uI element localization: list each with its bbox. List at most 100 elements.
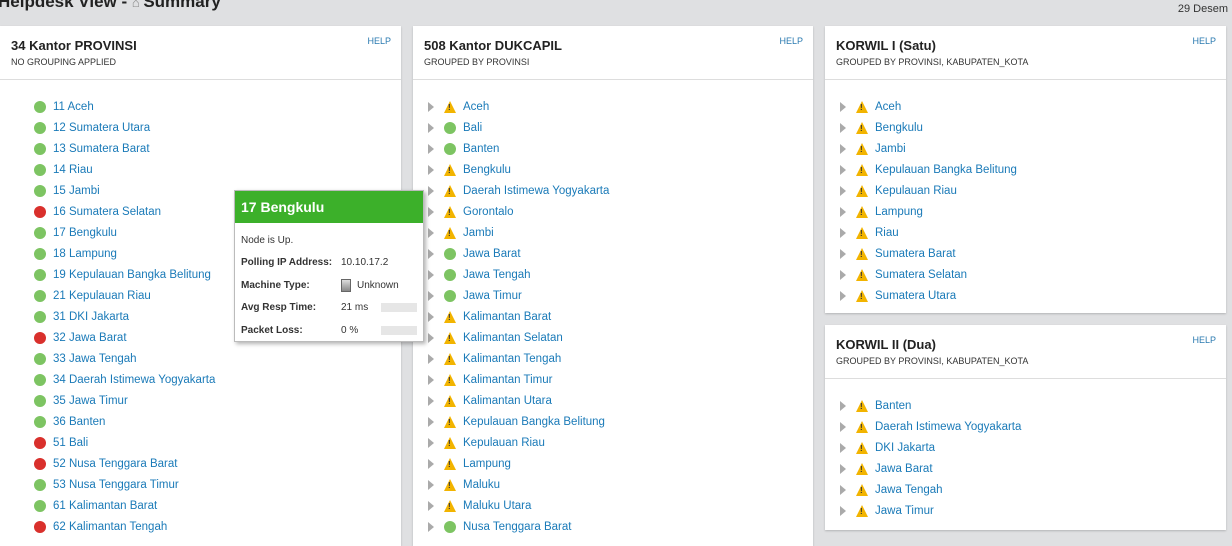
expand-arrow-icon[interactable] bbox=[840, 164, 846, 175]
list-item[interactable]: Nusa Tenggara Barat bbox=[428, 516, 813, 537]
item-label[interactable]: Sumatera Selatan bbox=[875, 268, 968, 281]
item-label[interactable]: 33 Jawa Tengah bbox=[53, 352, 137, 365]
item-label[interactable]: Maluku Utara bbox=[463, 499, 532, 512]
item-label[interactable]: 12 Sumatera Utara bbox=[53, 121, 151, 134]
item-label[interactable]: Kepulauan Bangka Belitung bbox=[463, 415, 605, 428]
expand-arrow-icon[interactable] bbox=[840, 442, 846, 453]
list-item[interactable]: 36 Banten bbox=[34, 411, 401, 432]
help-link[interactable]: HELP bbox=[1192, 335, 1216, 345]
item-label[interactable]: 15 Jambi bbox=[53, 184, 100, 197]
item-label[interactable]: Jambi bbox=[875, 142, 906, 155]
expand-arrow-icon[interactable] bbox=[840, 227, 846, 238]
list-item[interactable]: Bali bbox=[428, 117, 813, 138]
list-item[interactable]: 12 Sumatera Utara bbox=[34, 117, 401, 138]
list-item[interactable]: 11 Aceh bbox=[34, 96, 401, 117]
item-label[interactable]: Jambi bbox=[463, 226, 494, 239]
item-label[interactable]: Sumatera Barat bbox=[875, 247, 956, 260]
list-item[interactable]: Daerah Istimewa Yogyakarta bbox=[428, 180, 813, 201]
item-label[interactable]: Sumatera Utara bbox=[875, 289, 957, 302]
item-label[interactable]: Gorontalo bbox=[463, 205, 514, 218]
expand-arrow-icon[interactable] bbox=[428, 500, 434, 511]
list-item[interactable]: Jambi bbox=[428, 222, 813, 243]
item-label[interactable]: 51 Bali bbox=[53, 436, 89, 449]
expand-arrow-icon[interactable] bbox=[428, 458, 434, 469]
item-label[interactable]: 62 Kalimantan Tengah bbox=[53, 520, 168, 533]
item-label[interactable]: Kalimantan Selatan bbox=[463, 331, 563, 344]
list-item[interactable]: Aceh bbox=[428, 96, 813, 117]
list-item[interactable]: Jawa Timur bbox=[428, 285, 813, 306]
list-item[interactable]: Bengkulu bbox=[840, 117, 1226, 138]
item-label[interactable]: 14 Riau bbox=[53, 163, 93, 176]
list-item[interactable]: 61 Kalimantan Barat bbox=[34, 495, 401, 516]
list-item[interactable]: 32 Jawa Barat bbox=[34, 327, 401, 348]
item-label[interactable]: 11 Aceh bbox=[53, 100, 94, 113]
item-label[interactable]: Jawa Barat bbox=[463, 247, 521, 260]
item-label[interactable]: Daerah Istimewa Yogyakarta bbox=[463, 184, 610, 197]
expand-arrow-icon[interactable] bbox=[428, 269, 434, 280]
expand-arrow-icon[interactable] bbox=[428, 248, 434, 259]
expand-arrow-icon[interactable] bbox=[428, 227, 434, 238]
list-item[interactable]: Jawa Tengah bbox=[840, 479, 1226, 500]
list-item[interactable]: 31 DKI Jakarta bbox=[34, 306, 401, 327]
expand-arrow-icon[interactable] bbox=[840, 421, 846, 432]
expand-arrow-icon[interactable] bbox=[840, 269, 846, 280]
item-label[interactable]: Kepulauan Riau bbox=[463, 436, 545, 449]
item-label[interactable]: 16 Sumatera Selatan bbox=[53, 205, 162, 218]
list-item[interactable]: Aceh bbox=[840, 96, 1226, 117]
expand-arrow-icon[interactable] bbox=[428, 185, 434, 196]
list-item[interactable]: 35 Jawa Timur bbox=[34, 390, 401, 411]
list-item[interactable]: Sumatera Selatan bbox=[840, 264, 1226, 285]
list-item[interactable]: Jambi bbox=[840, 138, 1226, 159]
item-label[interactable]: 35 Jawa Timur bbox=[53, 394, 128, 407]
item-label[interactable]: Banten bbox=[875, 399, 912, 412]
list-item[interactable]: Kalimantan Utara bbox=[428, 390, 813, 411]
item-label[interactable]: 13 Sumatera Barat bbox=[53, 142, 150, 155]
help-link[interactable]: HELP bbox=[779, 36, 803, 46]
item-label[interactable]: 32 Jawa Barat bbox=[53, 331, 127, 344]
expand-arrow-icon[interactable] bbox=[428, 521, 434, 532]
item-label[interactable]: 18 Lampung bbox=[53, 247, 117, 260]
item-label[interactable]: 17 Bengkulu bbox=[53, 226, 117, 239]
item-label[interactable]: Lampung bbox=[875, 205, 923, 218]
list-item[interactable]: 15 Jambi bbox=[34, 180, 401, 201]
item-label[interactable]: Kalimantan Timur bbox=[463, 373, 553, 386]
list-item[interactable]: 19 Kepulauan Bangka Belitung bbox=[34, 264, 401, 285]
list-item[interactable]: Daerah Istimewa Yogyakarta bbox=[840, 416, 1226, 437]
expand-arrow-icon[interactable] bbox=[428, 374, 434, 385]
item-label[interactable]: 36 Banten bbox=[53, 415, 106, 428]
list-item[interactable]: Kalimantan Barat bbox=[428, 306, 813, 327]
list-item[interactable]: 16 Sumatera Selatan bbox=[34, 201, 401, 222]
expand-arrow-icon[interactable] bbox=[840, 248, 846, 259]
item-label[interactable]: Bengkulu bbox=[463, 163, 511, 176]
expand-arrow-icon[interactable] bbox=[428, 332, 434, 343]
expand-arrow-icon[interactable] bbox=[840, 101, 846, 112]
item-label[interactable]: Aceh bbox=[875, 100, 902, 113]
list-item[interactable]: Lampung bbox=[428, 453, 813, 474]
item-label[interactable]: Riau bbox=[875, 226, 899, 239]
expand-arrow-icon[interactable] bbox=[840, 206, 846, 217]
expand-arrow-icon[interactable] bbox=[428, 143, 434, 154]
item-label[interactable]: 31 DKI Jakarta bbox=[53, 310, 130, 323]
list-item[interactable]: Sumatera Utara bbox=[840, 285, 1226, 306]
list-item[interactable]: Bengkulu bbox=[428, 159, 813, 180]
list-item[interactable]: Banten bbox=[840, 395, 1226, 416]
item-label[interactable]: 21 Kepulauan Riau bbox=[53, 289, 151, 302]
list-item[interactable]: Jawa Barat bbox=[428, 243, 813, 264]
item-label[interactable]: Maluku bbox=[463, 478, 501, 491]
expand-arrow-icon[interactable] bbox=[428, 101, 434, 112]
list-item[interactable]: Gorontalo bbox=[428, 201, 813, 222]
expand-arrow-icon[interactable] bbox=[840, 484, 846, 495]
expand-arrow-icon[interactable] bbox=[428, 437, 434, 448]
expand-arrow-icon[interactable] bbox=[840, 463, 846, 474]
list-item[interactable]: Riau bbox=[840, 222, 1226, 243]
list-item[interactable]: Kalimantan Timur bbox=[428, 369, 813, 390]
expand-arrow-icon[interactable] bbox=[840, 400, 846, 411]
list-item[interactable]: 34 Daerah Istimewa Yogyakarta bbox=[34, 369, 401, 390]
expand-arrow-icon[interactable] bbox=[428, 311, 434, 322]
list-item[interactable]: Jawa Barat bbox=[840, 458, 1226, 479]
list-item[interactable]: 18 Lampung bbox=[34, 243, 401, 264]
item-label[interactable]: Jawa Barat bbox=[875, 462, 933, 475]
item-label[interactable]: DKI Jakarta bbox=[875, 441, 936, 454]
item-label[interactable]: Kalimantan Tengah bbox=[463, 352, 562, 365]
help-link[interactable]: HELP bbox=[367, 36, 391, 46]
